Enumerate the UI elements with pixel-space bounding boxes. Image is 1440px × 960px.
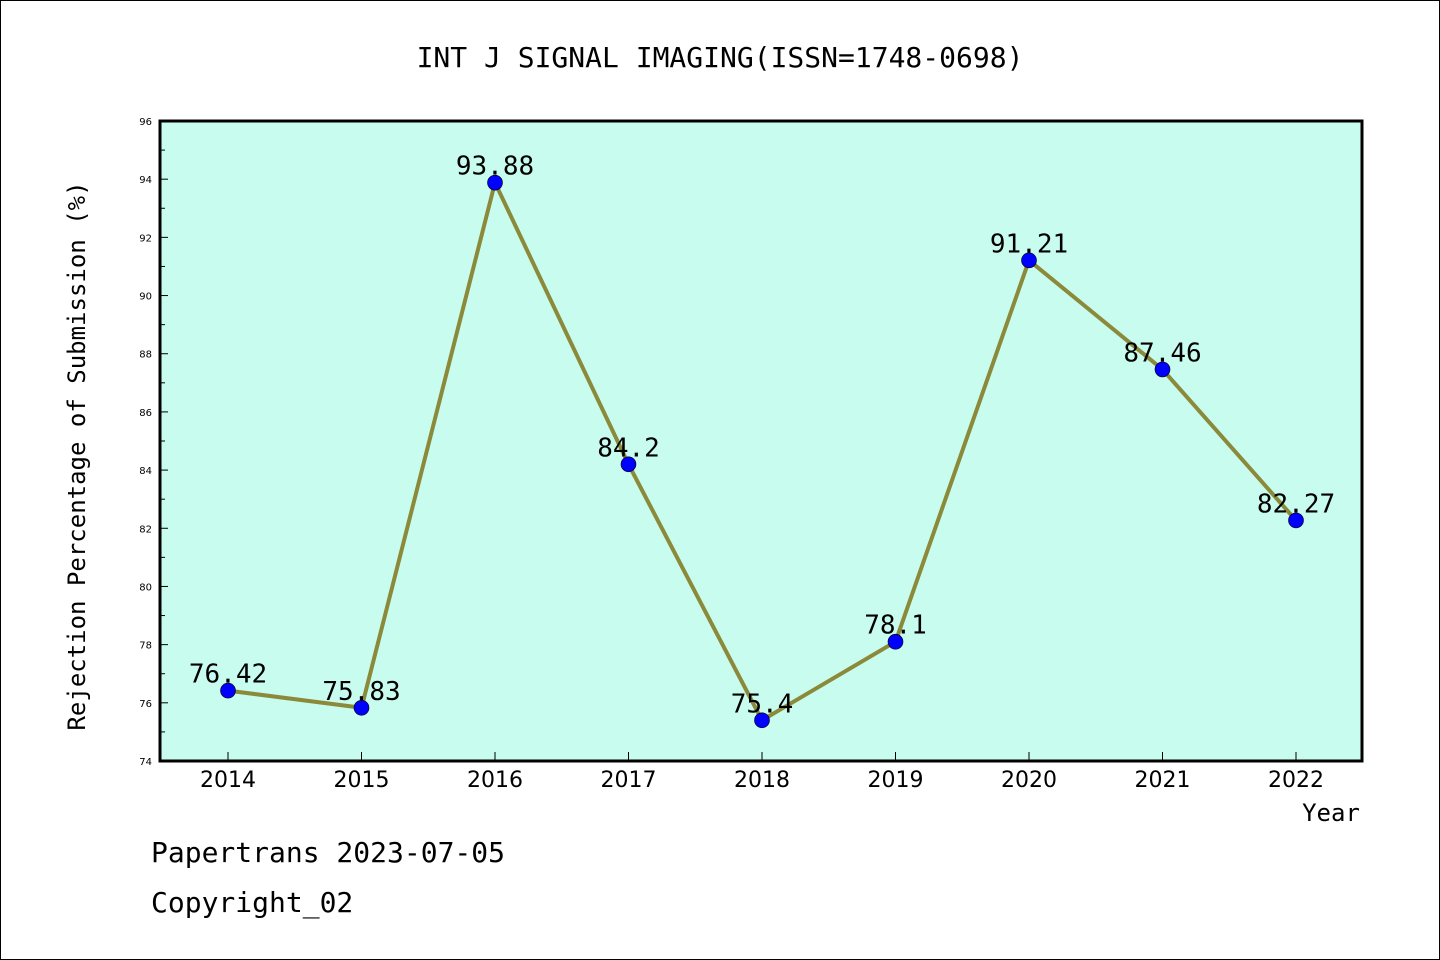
x-tick-label: 2021: [1135, 768, 1191, 793]
x-tick-label: 2022: [1268, 768, 1324, 793]
y-tick-label: 74: [139, 757, 152, 768]
plot-area: [160, 121, 1362, 761]
data-label: 82.27: [1257, 489, 1335, 519]
x-tick-label: 2019: [868, 768, 924, 793]
x-tick-label: 2016: [467, 768, 523, 793]
data-series: [220, 174, 1304, 729]
data-point: [754, 712, 770, 729]
y-tick-label: 78: [139, 641, 152, 652]
x-tick-label: 2020: [1001, 768, 1057, 793]
x-axis-label: Year: [1302, 799, 1360, 827]
x-tick-label: 2014: [200, 768, 256, 793]
footer-copyright: Copyright_02: [151, 886, 354, 919]
data-label: 75.83: [322, 677, 400, 707]
data-label: 76.42: [189, 660, 267, 690]
y-tick-label: 94: [139, 175, 152, 186]
data-label: 91.21: [990, 229, 1068, 259]
data-labels: 76.42 75.83 93.88 84.2 75.4 78.1 91.21 87.46 82.…: [189, 152, 1335, 720]
data-point: [1288, 512, 1304, 529]
y-axis-ticks: 74 76 78 80 82 84 86 88 90 92 94 96: [139, 117, 168, 768]
data-label: 93.88: [456, 152, 534, 182]
data-point: [887, 633, 904, 650]
data-point: [353, 699, 370, 716]
x-tick-label: 2017: [601, 768, 657, 793]
data-point: [220, 682, 236, 699]
y-tick-label: 76: [139, 699, 152, 710]
data-label: 84.2: [597, 433, 660, 463]
data-point: [1021, 252, 1037, 269]
y-tick-label: 84: [139, 466, 152, 477]
data-point: [620, 456, 637, 473]
y-axis-label: Rejection Percentage of Submission (%): [63, 181, 91, 730]
chart-title: INT J SIGNAL IMAGING(ISSN=1748-0698): [417, 41, 1024, 74]
x-tick-label: 2015: [334, 768, 390, 793]
x-axis-ticks: 2014 2015 2016 2017 2018 2019 2020 2021 2022: [200, 752, 1324, 793]
y-tick-label: 96: [139, 117, 152, 128]
y-tick-label: 92: [139, 233, 152, 244]
data-label: 75.4: [731, 689, 794, 719]
footer-date: Papertrans 2023-07-05: [151, 836, 506, 869]
data-point: [487, 174, 503, 191]
data-label: 87.46: [1123, 338, 1201, 368]
y-tick-label: 90: [139, 292, 152, 303]
y-tick-label: 86: [139, 408, 152, 419]
y-tick-label: 80: [139, 582, 152, 593]
x-tick-label: 2018: [734, 768, 790, 793]
plot-frame: [158, 119, 1364, 763]
y-tick-label: 82: [139, 524, 152, 535]
y-tick-label: 88: [139, 350, 152, 361]
data-point: [1154, 361, 1171, 378]
data-label: 78.1: [864, 611, 927, 641]
